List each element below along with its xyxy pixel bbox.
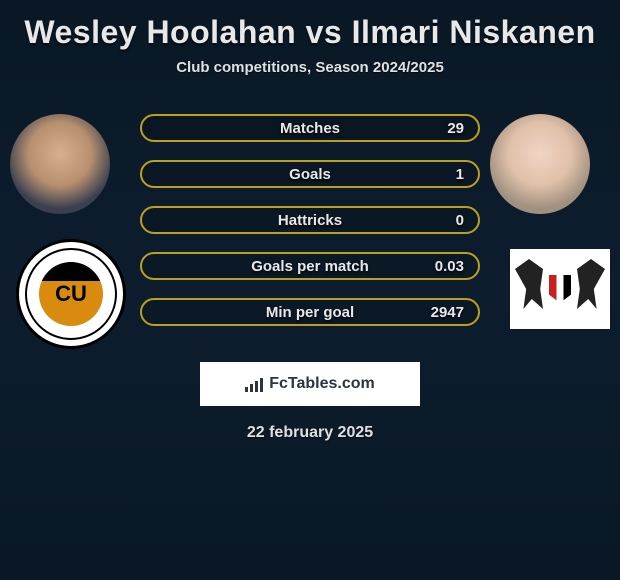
brand-box[interactable]: FcTables.com: [200, 362, 420, 406]
stat-row: Goals 1: [140, 160, 480, 188]
player-avatar-right: [490, 114, 590, 214]
stat-row: Hattricks 0: [140, 206, 480, 234]
cambridge-united-badge-icon: CU: [16, 239, 126, 349]
stat-right-value: 2947: [430, 304, 464, 321]
shield-icon: [549, 275, 571, 303]
club-badge-left: CU: [16, 239, 126, 349]
stat-label: Matches: [280, 120, 340, 137]
bar-chart-icon: [245, 376, 265, 392]
brand-text: FcTables.com: [269, 375, 375, 393]
footer-date: 22 february 2025: [0, 424, 620, 442]
page-subtitle: Club competitions, Season 2024/2025: [0, 59, 620, 94]
stat-row: Goals per match 0.03: [140, 252, 480, 280]
stat-label: Min per goal: [266, 304, 354, 321]
avatar-face-icon: [10, 114, 110, 214]
club-badge-text: CU: [39, 262, 103, 326]
stat-right-value: 0.03: [430, 258, 464, 275]
club-badge-right: [510, 249, 610, 329]
stats-list: Matches 29 Goals 1 Hattricks 0 Goals per…: [140, 114, 480, 344]
stat-right-value: 29: [430, 120, 464, 137]
player-avatar-left: [10, 114, 110, 214]
stat-row: Min per goal 2947: [140, 298, 480, 326]
stat-right-value: 1: [430, 166, 464, 183]
stat-label: Goals: [289, 166, 331, 183]
avatar-face-icon: [490, 114, 590, 214]
stat-label: Goals per match: [251, 258, 369, 275]
page-title: Wesley Hoolahan vs Ilmari Niskanen: [0, 0, 620, 59]
stat-row: Matches 29: [140, 114, 480, 142]
exeter-city-badge-icon: [510, 249, 610, 329]
stat-label: Hattricks: [278, 212, 342, 229]
stat-right-value: 0: [430, 212, 464, 229]
comparison-area: CU Matches 29 Goals 1 Hattricks 0 Goals …: [0, 94, 620, 354]
griffin-icon: [515, 254, 605, 324]
